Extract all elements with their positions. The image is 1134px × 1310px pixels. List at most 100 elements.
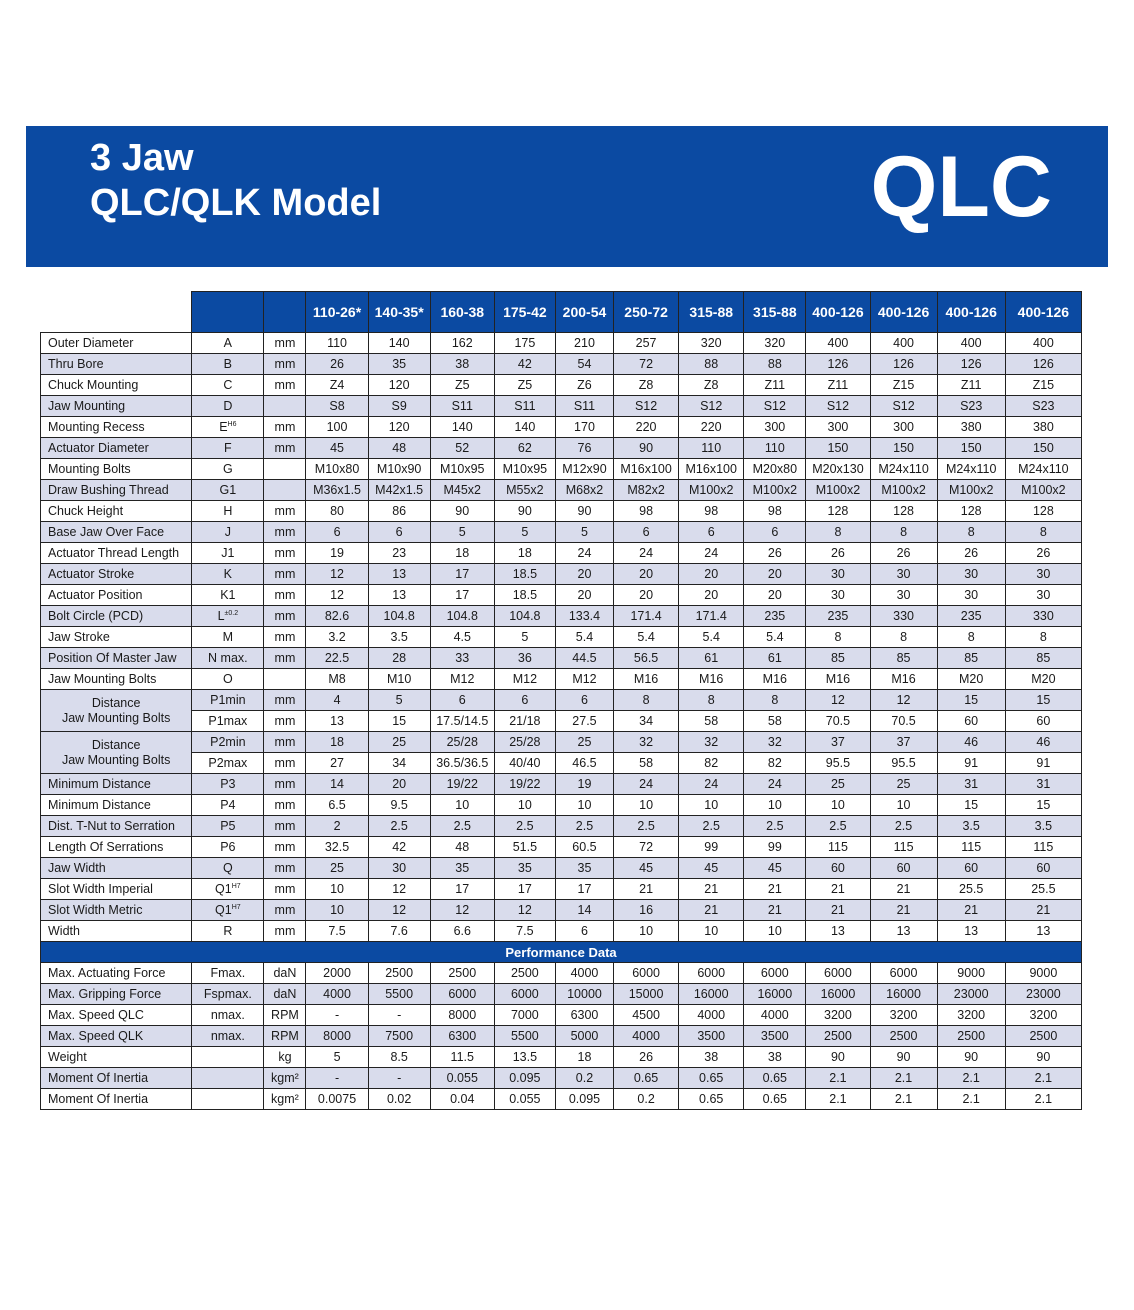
value-cell: 5 bbox=[493, 626, 556, 648]
value-cell: 0.65 bbox=[678, 1088, 745, 1110]
unit-cell: mm bbox=[263, 878, 307, 900]
value-cell: 0.055 bbox=[429, 1067, 495, 1089]
header-banner: 3 Jaw QLC/QLK Model QLC bbox=[26, 126, 1108, 267]
value-cell: - bbox=[367, 1067, 431, 1089]
row-label: Jaw Mounting Bolts bbox=[39, 668, 193, 690]
value-cell: 4000 bbox=[305, 983, 369, 1005]
column-header: 200-54 bbox=[554, 291, 615, 333]
value-cell: 90 bbox=[493, 500, 556, 522]
header-unit bbox=[263, 291, 307, 333]
value-cell: 72 bbox=[613, 836, 680, 858]
unit-cell: kgm² bbox=[263, 1067, 307, 1089]
value-cell: 11.5 bbox=[429, 1046, 495, 1068]
value-cell: 3200 bbox=[805, 1004, 871, 1026]
value-cell: 8.5 bbox=[367, 1046, 431, 1068]
table-row: Position Of Master Jaw N max. mm 22.5 28 33 36… bbox=[39, 647, 1083, 669]
value-cell: 100 bbox=[305, 416, 369, 438]
value-cell: 58 bbox=[678, 710, 745, 732]
value-cell: 10 bbox=[305, 878, 369, 900]
value-cell: 42 bbox=[493, 353, 556, 375]
value-cell: 22.5 bbox=[305, 647, 369, 669]
value-cell: M82x2 bbox=[613, 479, 680, 501]
header-corner bbox=[40, 291, 192, 333]
value-cell: 95.5 bbox=[869, 752, 938, 774]
unit-cell: mm bbox=[263, 899, 307, 921]
value-cell: 24 bbox=[678, 542, 745, 564]
distance-group-label: Distance Jaw Mounting Bolts bbox=[39, 689, 193, 732]
value-cell: 98 bbox=[613, 500, 680, 522]
symbol-cell: G1 bbox=[191, 479, 265, 501]
value-cell: 10 bbox=[678, 920, 745, 942]
symbol-cell: J1 bbox=[191, 542, 265, 564]
unit-cell bbox=[263, 395, 307, 417]
value-cell: 82 bbox=[678, 752, 745, 774]
table-row: Max. Speed QLC nmax. RPM - -8000 7000 6300 4500… bbox=[39, 1004, 1083, 1026]
unit-cell: RPM bbox=[263, 1004, 307, 1026]
symbol-text: O bbox=[222, 672, 233, 686]
value-cell: Z8 bbox=[678, 374, 745, 396]
symbol-text: N max. bbox=[208, 651, 248, 665]
value-cell: 6000 bbox=[429, 983, 495, 1005]
symbol-text: Q bbox=[222, 861, 233, 875]
value-cell: 17.5/14.5 bbox=[429, 710, 495, 732]
symbol-text: C bbox=[223, 378, 233, 392]
unit-cell bbox=[263, 668, 307, 690]
symbol-cell: P5 bbox=[191, 815, 265, 837]
value-cell: 70.5 bbox=[869, 710, 938, 732]
symbol-text: P3 bbox=[220, 777, 236, 791]
unit-cell: mm bbox=[263, 332, 307, 354]
row-label: Thru Bore bbox=[39, 353, 193, 375]
value-cell: 12 bbox=[367, 878, 431, 900]
table-row: Max. Actuating Force Fmax. daN 2000 2500 2500… bbox=[39, 962, 1083, 984]
value-cell: M100x2 bbox=[805, 479, 871, 501]
row-label: Mounting Recess bbox=[39, 416, 193, 438]
value-cell: 19 bbox=[305, 542, 369, 564]
symbol-text: D bbox=[223, 399, 233, 413]
value-cell: 45 bbox=[305, 437, 369, 459]
value-cell: 128 bbox=[869, 500, 938, 522]
value-cell: 16000 bbox=[805, 983, 871, 1005]
value-cell: 90 bbox=[613, 437, 680, 459]
value-cell: 27.5 bbox=[554, 710, 615, 732]
column-header: 110-26* bbox=[305, 291, 369, 333]
row-label: Mounting Bolts bbox=[39, 458, 193, 480]
symbol-cell: R bbox=[191, 920, 265, 942]
banner-title-line1: 3 Jaw bbox=[90, 137, 194, 179]
value-cell: 126 bbox=[936, 353, 1006, 375]
value-cell: M100x2 bbox=[678, 479, 745, 501]
unit-cell: mm bbox=[263, 353, 307, 375]
value-cell: 21 bbox=[743, 878, 807, 900]
banner-title-line2: QLC/QLK Model bbox=[90, 182, 382, 224]
column-header: 315-88 bbox=[743, 291, 807, 333]
value-cell: 42 bbox=[367, 836, 431, 858]
value-cell: 400 bbox=[805, 332, 871, 354]
row-label: Length Of Serrations bbox=[39, 836, 193, 858]
value-cell: 34 bbox=[367, 752, 431, 774]
value-cell: 4000 bbox=[613, 1025, 680, 1047]
header-symbol bbox=[191, 291, 265, 333]
value-cell: M10x95 bbox=[429, 458, 495, 480]
value-cell: 13 bbox=[1004, 920, 1083, 942]
value-cell: 10 bbox=[493, 794, 556, 816]
value-cell: 235 bbox=[936, 605, 1006, 627]
value-cell: 0.0075 bbox=[305, 1088, 369, 1110]
value-cell: 90 bbox=[869, 1046, 938, 1068]
unit-cell bbox=[263, 479, 307, 501]
value-cell: 330 bbox=[869, 605, 938, 627]
value-cell: 35 bbox=[429, 857, 495, 879]
table-row: Max. Gripping Force Fspmax. daN 4000 5500 600… bbox=[39, 983, 1083, 1005]
value-cell: 7000 bbox=[493, 1004, 556, 1026]
value-cell: Z8 bbox=[613, 374, 680, 396]
row-label: Chuck Height bbox=[39, 500, 193, 522]
value-cell: M20x80 bbox=[743, 458, 807, 480]
symbol-cell bbox=[191, 1067, 265, 1089]
symbol-cell: K bbox=[191, 563, 265, 585]
value-cell: 18 bbox=[493, 542, 556, 564]
value-cell: 400 bbox=[936, 332, 1006, 354]
table-row: Actuator Position K1 mm 12 13 17 18.5 20 20 20 20 3… bbox=[39, 584, 1083, 606]
value-cell: 85 bbox=[805, 647, 871, 669]
value-cell: 88 bbox=[743, 353, 807, 375]
symbol-tolerance: ±0.2 bbox=[224, 609, 239, 617]
value-cell: 82 bbox=[743, 752, 807, 774]
